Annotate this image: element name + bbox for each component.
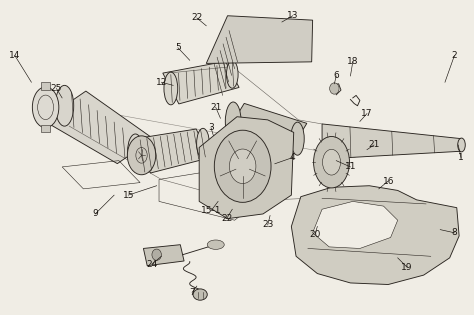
Polygon shape	[199, 117, 294, 219]
Polygon shape	[43, 91, 154, 163]
Text: 6: 6	[333, 72, 339, 80]
Text: 8: 8	[452, 228, 457, 237]
Polygon shape	[313, 201, 398, 249]
Text: 15: 15	[123, 191, 134, 200]
Text: 17: 17	[361, 109, 373, 118]
Text: 20: 20	[310, 230, 321, 239]
Ellipse shape	[229, 149, 256, 184]
Text: 21: 21	[210, 103, 221, 112]
Ellipse shape	[207, 240, 224, 249]
Ellipse shape	[322, 149, 340, 175]
Text: 1: 1	[458, 153, 464, 162]
Text: 12: 12	[155, 78, 167, 87]
Text: 14: 14	[9, 51, 20, 60]
Text: 7: 7	[189, 288, 195, 297]
Ellipse shape	[329, 83, 339, 94]
Ellipse shape	[135, 138, 150, 174]
Text: 3: 3	[208, 123, 214, 132]
Ellipse shape	[291, 122, 304, 155]
Text: 21: 21	[368, 140, 380, 149]
Text: 9: 9	[92, 209, 98, 218]
Text: 13: 13	[287, 11, 299, 20]
Text: 2: 2	[452, 51, 457, 60]
Ellipse shape	[225, 102, 241, 141]
Text: 5: 5	[175, 43, 181, 52]
Polygon shape	[292, 186, 459, 284]
Ellipse shape	[128, 134, 143, 169]
Text: 22: 22	[191, 14, 202, 22]
Ellipse shape	[128, 136, 156, 175]
Ellipse shape	[164, 72, 178, 105]
Text: 19: 19	[401, 263, 413, 272]
Polygon shape	[206, 16, 313, 63]
Ellipse shape	[214, 130, 271, 202]
Text: 18: 18	[347, 57, 358, 66]
Ellipse shape	[55, 85, 74, 126]
Text: 25: 25	[51, 84, 62, 93]
Text: 11: 11	[345, 163, 356, 171]
Ellipse shape	[458, 138, 465, 152]
Ellipse shape	[197, 128, 210, 158]
Polygon shape	[144, 245, 184, 266]
Polygon shape	[322, 124, 462, 159]
Text: 24: 24	[146, 260, 157, 269]
Text: 4: 4	[290, 153, 296, 162]
Ellipse shape	[32, 87, 59, 128]
Text: 23: 23	[262, 220, 273, 229]
Polygon shape	[163, 61, 239, 104]
Ellipse shape	[193, 289, 207, 300]
Ellipse shape	[152, 249, 161, 261]
Text: 22: 22	[221, 214, 232, 223]
Ellipse shape	[227, 60, 238, 88]
Text: 15-1: 15-1	[201, 206, 221, 215]
Polygon shape	[41, 125, 50, 132]
Polygon shape	[222, 103, 307, 154]
Polygon shape	[135, 129, 210, 173]
Ellipse shape	[314, 136, 349, 188]
Polygon shape	[41, 82, 50, 90]
Text: 16: 16	[383, 176, 394, 186]
